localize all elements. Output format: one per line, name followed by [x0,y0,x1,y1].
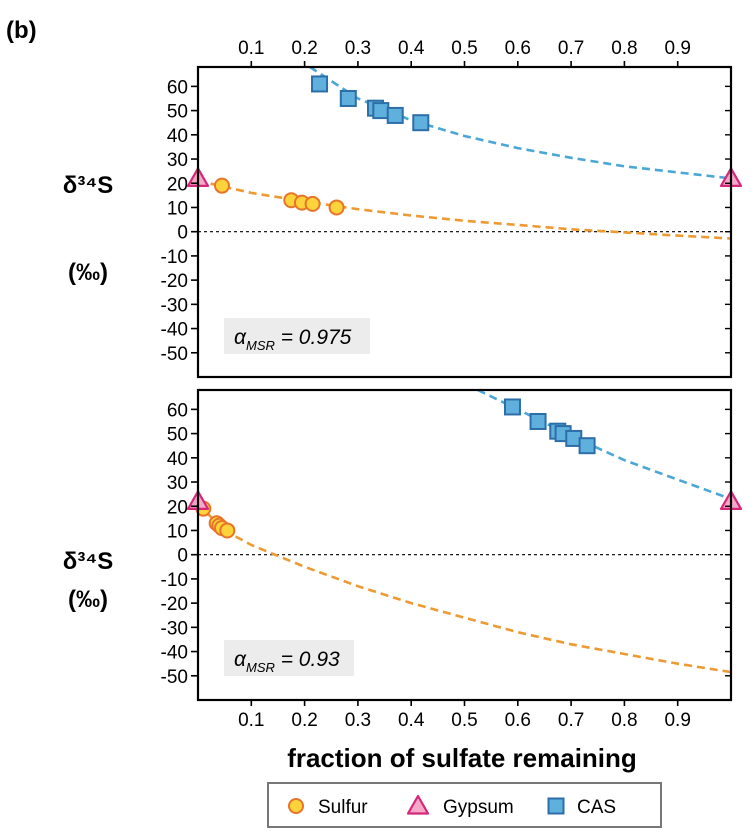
y-tick-label: 10 [167,198,188,219]
cas-legend-marker [547,797,565,815]
alpha-symbol: α [234,326,247,349]
y-tick-label: -30 [161,618,188,639]
gypsum-legend-marker [406,794,430,815]
alpha-annotation: αMSR = 0.93 [234,648,340,675]
alpha-annotation: αMSR = 0.975 [234,326,352,353]
x-tick-label: 0.1 [238,710,264,731]
y-tick-label: 0 [177,223,188,244]
y-tick-label: 50 [167,102,188,123]
x-top-tick-label: 0.3 [345,38,371,59]
alpha-subscript: MSR [246,660,275,675]
y-axis-label-unit: (‰) [68,259,108,286]
x-top-tick-label: 0.4 [398,38,425,59]
y-tick-label: -30 [161,295,188,316]
x-tick-label: 0.6 [505,710,531,731]
y-tick-label: 30 [167,150,188,171]
legend-label: Gypsum [443,797,514,818]
y-tick-label: -10 [161,247,188,268]
y-tick-label: 40 [167,449,188,470]
x-tick-label: 0.4 [398,710,425,731]
y-tick-label: 60 [167,77,188,98]
x-top-tick-label: 0.5 [451,38,477,59]
alpha-value: = 0.93 [275,648,340,671]
cas-point [578,437,596,455]
y-tick-label: 0 [177,546,188,567]
y-tick-label: -10 [161,570,188,591]
cas-point [339,89,357,107]
x-axis-label: fraction of sulfate remaining [287,743,637,773]
x-tick-label: 0.3 [345,710,371,731]
y-axis-label-main: δ³⁴S [63,548,113,575]
x-top-tick-label: 0.8 [611,38,637,59]
annotation-box [224,318,370,354]
sulfur-point [219,522,236,539]
sulfur-point [304,195,321,212]
x-top-tick-label: 0.7 [558,38,584,59]
y-axis-label-unit: (‰) [68,586,108,613]
y-tick-label: 50 [167,425,188,446]
y-tick-label: -40 [161,320,188,341]
alpha-value: = 0.975 [275,326,352,349]
y-tick-label: 20 [167,174,188,195]
y-tick-label: -20 [161,271,188,292]
legend-label: CAS [577,797,616,818]
alpha-symbol: α [234,648,247,671]
legend-label: Sulfur [318,797,368,818]
x-top-tick-label: 0.6 [505,38,531,59]
legend-box [267,782,662,828]
top-panel: αMSR = 0.975 60 50 40 30 20 10 0 -10 -20 -30 -40 -50… [161,38,743,379]
panel-label: (b) [6,17,37,44]
x-top-tick-label: 0.2 [291,38,317,59]
y-tick-label: 10 [167,521,188,542]
y-tick-label: -40 [161,643,188,664]
cas-point [386,106,404,124]
y-tick-label: -50 [161,667,188,688]
cas-point [529,412,547,430]
x-tick-label: 0.8 [611,710,637,731]
y-axis-label-top: δ³⁴S (‰) [63,172,113,286]
sulfur-point [328,199,345,216]
sulfur-point [213,177,230,194]
annotation-box [224,640,354,676]
cas-point [503,398,521,416]
legend-item-cas: CAS [547,797,616,818]
blue-fit-curve [309,67,731,180]
legend-item-sulfur: Sulfur [288,797,368,818]
legend-item-gypsum: Gypsum [406,794,514,818]
x-top-tick-label: 0.9 [664,38,690,59]
legend: Sulfur Gypsum CAS [267,782,662,828]
cas-point [412,114,430,132]
y-tick-label: -20 [161,594,188,615]
bottom-panel: αMSR = 0.93 60 50 40 30 20 10 0 -10 -20 -30 -40 -50 0… [161,388,743,731]
cas-point [311,75,329,93]
blue-fit-curve [477,390,731,501]
y-axis-label-bottom: δ³⁴S (‰) [63,548,113,613]
x-tick-label: 0.7 [558,710,584,731]
cas-point [372,102,390,120]
y-tick-label: 60 [167,400,188,421]
sulfur-legend-marker [288,798,304,814]
x-top-tick-label: 0.1 [238,38,264,59]
x-tick-label: 0.2 [291,710,317,731]
y-axis-label-main: δ³⁴S [63,172,113,199]
y-tick-label: 40 [167,126,188,147]
orange-fit-curve [198,179,731,240]
x-tick-label: 0.5 [451,710,477,731]
x-tick-label: 0.9 [664,710,690,731]
y-tick-label: -50 [161,344,188,365]
y-tick-label: 30 [167,473,188,494]
y-tick-label: 20 [167,497,188,518]
alpha-subscript: MSR [246,338,275,353]
